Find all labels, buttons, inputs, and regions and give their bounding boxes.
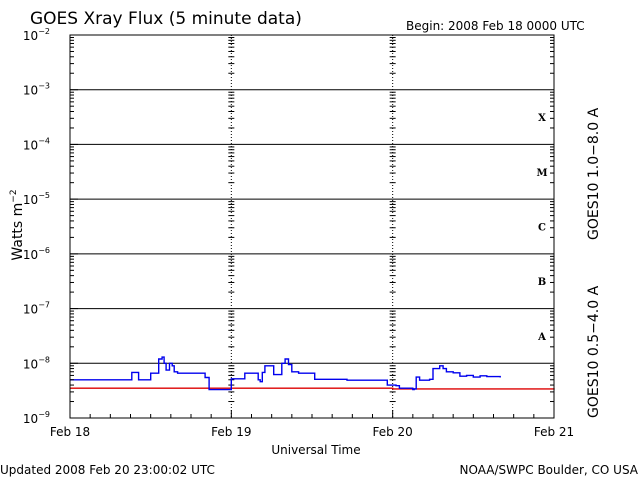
series-line-1 bbox=[70, 356, 501, 391]
y-tick-label-base: 10 bbox=[23, 357, 38, 371]
y-axis-ticks: 10−910−810−710−610−510−410−310−2 bbox=[23, 27, 554, 426]
y-tick-label-base: 10 bbox=[23, 29, 38, 43]
grid-lines bbox=[70, 89, 554, 364]
y-tick-label-base: 10 bbox=[23, 303, 38, 317]
x-tick-label: Feb 21 bbox=[534, 425, 574, 439]
y-tick-label-exponent: −6 bbox=[38, 246, 50, 255]
y-tick-label: 10−5 bbox=[23, 191, 50, 207]
y-tick-label-exponent: −8 bbox=[38, 355, 50, 364]
y-tick-label-exponent: −5 bbox=[38, 191, 50, 200]
y-axis-label: Watts m−2 bbox=[9, 189, 26, 260]
y-tick-label: 10−4 bbox=[23, 136, 50, 152]
x-axis-label: Universal Time bbox=[271, 443, 360, 457]
legend-goes10-short: GOES10 0.5−4.0 A bbox=[586, 285, 602, 418]
x-tick-label: Feb 20 bbox=[372, 425, 412, 439]
plot-frame bbox=[69, 34, 555, 419]
y-axis-label-superscript: −2 bbox=[9, 189, 19, 202]
y-tick-label-base: 10 bbox=[23, 193, 38, 207]
x-tick-label: Feb 18 bbox=[50, 425, 90, 439]
y-tick-label: 10−8 bbox=[23, 355, 50, 371]
y-tick-label-exponent: −4 bbox=[38, 136, 50, 145]
begin-time: Begin: 2008 Feb 18 0000 UTC bbox=[406, 19, 585, 33]
flare-class-label: M bbox=[536, 168, 547, 179]
y-tick-label: 10−6 bbox=[23, 246, 50, 262]
x-tick-label: Feb 19 bbox=[211, 425, 251, 439]
y-tick-label-base: 10 bbox=[23, 138, 38, 152]
flare-class-labels: A B C M X bbox=[536, 113, 547, 343]
y-tick-label-exponent: −3 bbox=[38, 82, 50, 91]
y-tick-label-base: 10 bbox=[23, 412, 38, 426]
y-axis-label-text: Watts m bbox=[10, 203, 26, 261]
day-dividers bbox=[228, 35, 396, 418]
flare-class-label: B bbox=[538, 277, 546, 288]
credit-text: NOAA/SWPC Boulder, CO USA bbox=[460, 463, 639, 477]
flare-class-label: A bbox=[537, 332, 546, 343]
y-tick-label: 10−3 bbox=[23, 82, 50, 98]
updated-time: Updated 2008 Feb 20 23:00:02 UTC bbox=[0, 463, 215, 477]
y-tick-label-exponent: −2 bbox=[38, 27, 50, 36]
y-tick-label-base: 10 bbox=[23, 248, 38, 262]
y-tick-label-base: 10 bbox=[23, 84, 38, 98]
y-tick-label-exponent: −7 bbox=[38, 301, 50, 310]
y-tick-label: 10−2 bbox=[23, 27, 50, 43]
flare-class-label: X bbox=[538, 113, 546, 124]
y-tick-label-exponent: −9 bbox=[38, 410, 50, 419]
legend-goes10-long: GOES10 1.0−8.0 A bbox=[586, 107, 602, 240]
y-tick-label: 10−7 bbox=[23, 301, 50, 317]
flare-class-label: C bbox=[538, 223, 546, 234]
series-line-0 bbox=[70, 387, 555, 390]
y-tick-label: 10−9 bbox=[23, 410, 50, 426]
chart-title: GOES Xray Flux (5 minute data) bbox=[30, 9, 302, 29]
